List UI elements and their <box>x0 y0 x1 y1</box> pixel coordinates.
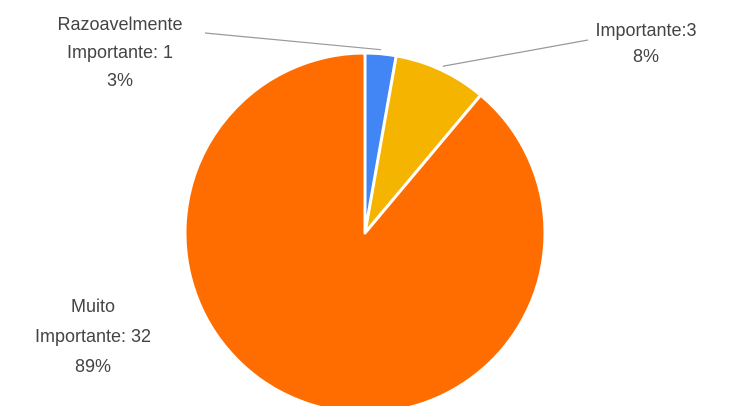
pie-slices <box>183 51 547 411</box>
leader-line-1 <box>442 39 589 67</box>
slice-label-2-line-2: 89% <box>75 356 111 376</box>
slice-label-0: Razoavelmente Importante: 1 3% <box>57 14 182 90</box>
pie-slice-2 <box>183 51 547 411</box>
slice-label-0-line-0: Razoavelmente <box>57 14 182 34</box>
slice-label-1-line-0: Importante:3 <box>595 20 696 40</box>
slice-label-2-line-1: Importante: 32 <box>35 326 151 346</box>
slice-label-0-line-1: Importante: 1 <box>67 42 173 62</box>
pie-slice-1 <box>363 54 483 235</box>
leader-line-0 <box>204 32 382 51</box>
slice-label-1: Importante:3 8% <box>595 20 696 66</box>
slice-label-2-line-0: Muito <box>71 296 115 316</box>
slice-label-2: Muito Importante: 32 89% <box>35 296 151 376</box>
slice-label-0-line-2: 3% <box>107 70 133 90</box>
pie-labels: Razoavelmente Importante: 1 3% Importante:3… <box>35 14 697 376</box>
slice-label-1-line-1: 8% <box>633 46 659 66</box>
